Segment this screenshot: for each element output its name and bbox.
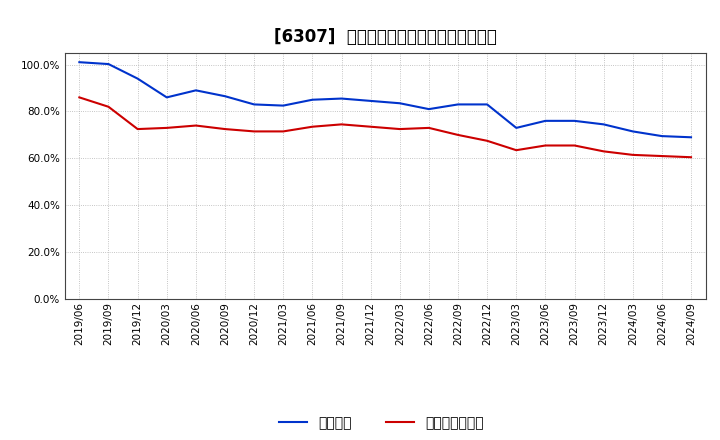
固定比率 [163, 95, 171, 100]
固定長期適合率 [337, 122, 346, 127]
固定比率 [483, 102, 492, 107]
固定比率 [395, 101, 404, 106]
固定長期適合率 [657, 154, 666, 159]
固定比率 [220, 94, 229, 99]
Line: 固定比率: 固定比率 [79, 62, 691, 137]
固定比率 [570, 118, 579, 124]
固定比率 [687, 135, 696, 140]
固定比率 [541, 118, 550, 124]
固定比率 [75, 59, 84, 65]
固定比率 [366, 98, 375, 103]
固定比率 [308, 97, 317, 103]
固定比率 [133, 76, 142, 81]
固定長期適合率 [220, 126, 229, 132]
固定長期適合率 [483, 138, 492, 143]
固定長期適合率 [541, 143, 550, 148]
固定比率 [192, 88, 200, 93]
Legend: 固定比率, 固定長期適合率: 固定比率, 固定長期適合率 [274, 411, 490, 436]
固定長期適合率 [104, 104, 113, 110]
固定比率 [629, 129, 637, 134]
固定比率 [337, 96, 346, 101]
Title: [6307]  固定比率、固定長期適合率の推移: [6307] 固定比率、固定長期適合率の推移 [274, 28, 497, 46]
固定長期適合率 [279, 129, 287, 134]
固定長期適合率 [133, 126, 142, 132]
固定長期適合率 [366, 124, 375, 129]
固定長期適合率 [512, 147, 521, 153]
固定長期適合率 [395, 126, 404, 132]
固定比率 [512, 125, 521, 131]
固定長期適合率 [308, 124, 317, 129]
固定長期適合率 [599, 149, 608, 154]
固定比率 [250, 102, 258, 107]
固定長期適合率 [163, 125, 171, 131]
固定比率 [425, 106, 433, 112]
固定比率 [657, 133, 666, 139]
固定比率 [279, 103, 287, 108]
固定長期適合率 [250, 129, 258, 134]
固定比率 [104, 62, 113, 67]
固定長期適合率 [75, 95, 84, 100]
固定長期適合率 [570, 143, 579, 148]
固定比率 [454, 102, 462, 107]
Line: 固定長期適合率: 固定長期適合率 [79, 97, 691, 157]
固定長期適合率 [629, 152, 637, 158]
固定長期適合率 [425, 125, 433, 131]
固定比率 [599, 122, 608, 127]
固定長期適合率 [687, 154, 696, 160]
固定長期適合率 [192, 123, 200, 128]
固定長期適合率 [454, 132, 462, 138]
